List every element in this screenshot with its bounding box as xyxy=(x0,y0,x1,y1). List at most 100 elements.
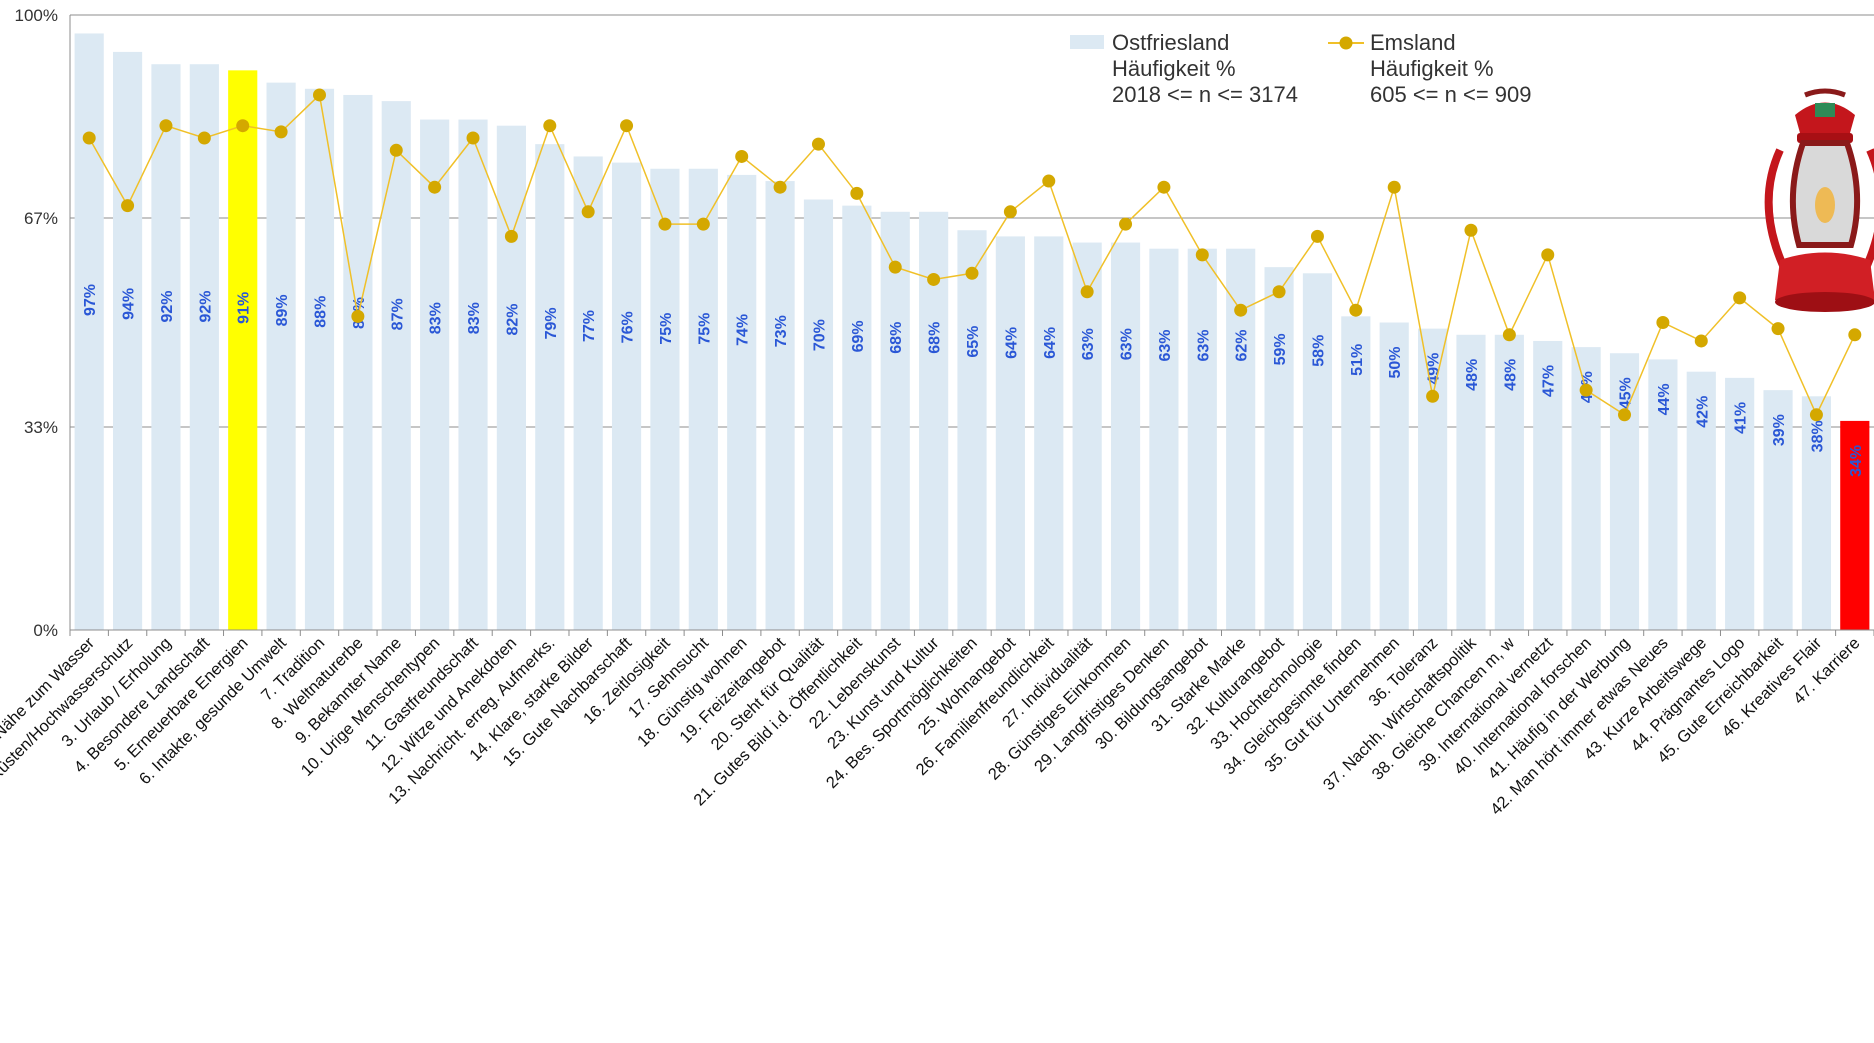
bar xyxy=(304,88,335,631)
bar xyxy=(1149,248,1179,630)
bar-data-label: 91% xyxy=(236,292,253,324)
bar-data-label: 45% xyxy=(1618,377,1635,409)
bar-data-label: 83% xyxy=(428,302,445,334)
emsland-point xyxy=(389,143,403,157)
bar xyxy=(496,125,526,630)
emsland-point xyxy=(1042,174,1056,188)
emsland-point xyxy=(1464,223,1478,237)
emsland-point xyxy=(428,180,442,194)
emsland-point xyxy=(236,119,250,133)
bar-data-label: 68% xyxy=(888,322,905,354)
bar xyxy=(995,236,1025,630)
emsland-point xyxy=(1195,248,1209,262)
bar xyxy=(573,156,603,630)
y-tick-label: 67% xyxy=(24,209,58,228)
emsland-point xyxy=(1080,285,1094,299)
bar xyxy=(727,174,757,630)
bar-data-label: 70% xyxy=(811,319,828,351)
emsland-point xyxy=(1541,248,1555,262)
bar-data-label: 63% xyxy=(1080,328,1097,360)
bar xyxy=(1110,242,1141,631)
y-tick-label: 100% xyxy=(15,6,58,25)
emsland-point xyxy=(466,131,480,145)
bar xyxy=(688,168,718,630)
bar-data-label: 89% xyxy=(274,294,291,326)
bar xyxy=(266,82,296,630)
y-tick-labels: 100% 67% 33% 0% xyxy=(15,6,58,640)
emsland-point xyxy=(1157,180,1171,194)
bar-data-label: 42% xyxy=(1694,396,1711,428)
bar-data-label: 59% xyxy=(1272,333,1289,365)
bar xyxy=(1725,377,1755,630)
bar-data-label: 83% xyxy=(466,302,483,334)
bar-data-label: 75% xyxy=(696,313,713,345)
bar xyxy=(842,205,872,630)
legend-swatch-emsland-marker xyxy=(1339,36,1353,50)
emsland-point xyxy=(159,119,173,133)
legend-text-emsland: Häufigkeit % xyxy=(1370,56,1494,81)
emsland-point xyxy=(1234,303,1248,317)
bar-data-label: 48% xyxy=(1502,359,1519,391)
bar-series-ostfriesland xyxy=(74,33,1870,631)
bar-data-label: 65% xyxy=(965,326,982,358)
bar xyxy=(1456,334,1486,630)
bar-data-label: 82% xyxy=(504,303,521,335)
emsland-point xyxy=(927,272,941,286)
bar-data-label: 94% xyxy=(121,288,138,320)
bar-data-label: 41% xyxy=(1733,402,1750,434)
legend-text-emsland: 605 <= n <= 909 xyxy=(1370,82,1532,107)
bar-data-label: 62% xyxy=(1234,329,1251,361)
bar-data-label: 92% xyxy=(159,290,176,322)
bar xyxy=(611,162,642,630)
emsland-point xyxy=(1502,328,1516,342)
bar-data-label: 97% xyxy=(82,284,99,316)
bar xyxy=(1609,353,1640,630)
bar xyxy=(343,94,373,630)
bar-data-label: 38% xyxy=(1809,420,1826,452)
bar-data-label: 34% xyxy=(1848,445,1865,477)
axes xyxy=(69,15,1874,636)
emsland-point xyxy=(696,217,710,231)
emsland-point xyxy=(1387,180,1401,194)
bar-data-label: 74% xyxy=(735,314,752,346)
bar-data-label: 76% xyxy=(620,311,637,343)
bar-data-label: 44% xyxy=(1656,383,1673,415)
bar-data-label: 79% xyxy=(543,307,560,339)
emsland-point xyxy=(1694,334,1708,348)
emsland-point xyxy=(620,119,634,133)
bar-data-label: 75% xyxy=(658,313,675,345)
bar xyxy=(381,101,411,631)
bar-data-label: 64% xyxy=(1042,327,1059,359)
bar xyxy=(1187,248,1217,630)
emsland-point xyxy=(1771,322,1785,336)
emsland-point xyxy=(581,205,595,219)
emsland-point xyxy=(658,217,672,231)
bar xyxy=(1648,359,1678,630)
emsland-point xyxy=(811,137,825,151)
bar xyxy=(880,211,910,631)
emsland-point xyxy=(543,119,557,133)
bar xyxy=(420,119,450,631)
bar xyxy=(458,119,488,631)
bar xyxy=(1379,322,1409,630)
legend-text-ostfriesland: 2018 <= n <= 3174 xyxy=(1112,82,1298,107)
bar-data-label: 63% xyxy=(1195,329,1212,361)
bar xyxy=(957,230,987,630)
bar xyxy=(1418,328,1448,630)
bar xyxy=(1686,371,1716,630)
bar xyxy=(74,33,104,630)
bar xyxy=(765,181,795,631)
bar xyxy=(1072,242,1102,631)
emsland-point xyxy=(1003,205,1017,219)
bar xyxy=(1341,316,1371,630)
emsland-point xyxy=(1579,383,1593,397)
emsland-point xyxy=(1848,328,1862,342)
bar-data-label: 68% xyxy=(927,322,944,354)
bar xyxy=(1302,273,1333,630)
bar-data-label: 58% xyxy=(1310,335,1327,367)
bar-data-label: 64% xyxy=(1003,327,1020,359)
emsland-point xyxy=(1119,217,1133,231)
emsland-point xyxy=(82,131,96,145)
emsland-point xyxy=(1310,229,1324,243)
